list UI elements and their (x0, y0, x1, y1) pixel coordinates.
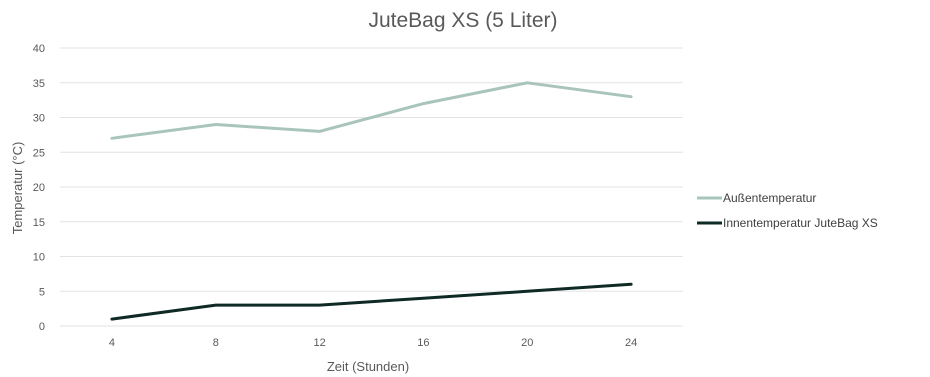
x-tick-label: 8 (213, 337, 219, 349)
y-tick-label: 10 (33, 252, 45, 264)
y-tick-label: 15 (33, 217, 45, 229)
y-axis-ticks: 0 5 10 15 20 25 30 35 40 (33, 43, 45, 333)
y-axis-label: Temperatur (°C) (10, 142, 25, 235)
x-tick-label: 4 (109, 337, 115, 349)
x-tick-label: 24 (625, 337, 637, 349)
x-tick-label: 12 (313, 337, 325, 349)
y-tick-label: 30 (33, 113, 45, 125)
x-tick-label: 16 (417, 337, 429, 349)
y-tick-label: 25 (33, 147, 45, 159)
legend-label: Außentemperatur (723, 191, 816, 205)
x-tick-label: 20 (521, 337, 533, 349)
y-tick-label: 20 (33, 182, 45, 194)
gridlines (60, 47, 683, 327)
y-tick-label: 40 (33, 43, 45, 55)
series-lines (110, 81, 633, 321)
y-tick-label: 35 (33, 78, 45, 90)
x-axis-label: Zeit (Stunden) (327, 359, 409, 374)
series-line-1 (110, 81, 633, 140)
y-tick-label: 5 (39, 286, 45, 298)
legend: Außentemperatur Innentemperatur JuteBag X… (697, 191, 878, 230)
series-line-2 (110, 282, 633, 321)
chart-title: JuteBag XS (5 Liter) (368, 9, 557, 32)
legend-label: Innentemperatur JuteBag XS (723, 216, 878, 230)
y-tick-label: 0 (39, 321, 45, 333)
x-axis-ticks: 4 8 12 16 20 24 (109, 337, 637, 349)
